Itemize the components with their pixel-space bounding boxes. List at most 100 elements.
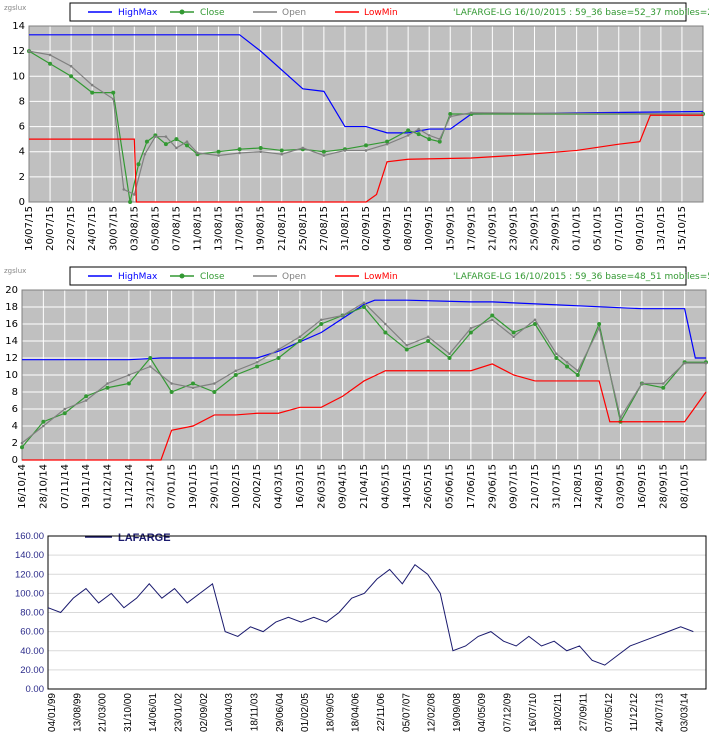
x-tick-label: 17/06/15	[466, 464, 477, 509]
chart-2-legend-box	[69, 266, 687, 286]
close-point	[148, 356, 153, 360]
series-lafarge-line	[47, 563, 694, 666]
y-tick-label: 18	[5, 302, 18, 313]
open-point	[565, 360, 569, 364]
open-point	[683, 361, 686, 365]
chart-1-note: 'LAFARGE-LG 16/10/2015 : 59_36 base=52_3…	[453, 8, 709, 18]
open-point	[533, 318, 537, 322]
y-tick-label: 12	[5, 353, 18, 364]
close-point	[255, 364, 260, 369]
x-tick-label: 25/09/15	[530, 206, 541, 251]
x-tick-label: 24/07/15	[87, 206, 98, 251]
close-point	[468, 330, 473, 335]
legend-2-highmax-label: HighMax	[118, 272, 158, 282]
close-point	[128, 200, 133, 204]
x-tick-label: 31/10/00	[123, 693, 134, 732]
close-point	[661, 385, 666, 390]
open-point	[341, 314, 344, 317]
x-tick-label: 07/10/15	[614, 206, 625, 251]
x-tick-label: 05/06/15	[445, 464, 456, 509]
open-point	[84, 399, 88, 402]
x-tick-label: 28/09/15	[658, 464, 669, 509]
close-point	[319, 322, 324, 326]
x-tick-label: 20/02/15	[252, 464, 263, 509]
x-tick-label: 12/02/08	[427, 693, 438, 732]
x-tick-label: 01/10/15	[572, 206, 583, 251]
open-point	[238, 151, 241, 155]
close-point	[321, 149, 326, 154]
x-tick-label: 09/07/15	[509, 464, 520, 509]
open-point	[217, 154, 220, 157]
x-tick-label: 22/07/15	[66, 206, 77, 251]
open-point	[362, 301, 366, 305]
close-point	[406, 128, 411, 133]
x-tick-label: 19/11/14	[81, 464, 92, 509]
x-tick-label: 13/08/99	[72, 693, 83, 732]
legend-2-close-marker	[179, 273, 185, 279]
x-tick-label: 07/01/15	[167, 464, 178, 509]
open-point	[448, 115, 452, 118]
legend-highmax-label: HighMax	[118, 8, 158, 18]
x-tick-label: 07/05/12	[604, 693, 615, 732]
x-tick-label: 25/08/15	[298, 206, 309, 251]
y-tick-label: 14	[5, 336, 18, 347]
x-tick-label: 08/10/15	[680, 464, 691, 509]
close-point	[437, 139, 442, 144]
y-tick-label: 6	[19, 122, 25, 133]
open-point	[298, 335, 302, 339]
x-tick-label: 05/10/15	[593, 206, 604, 251]
close-point	[169, 390, 174, 394]
x-tick-label: 13/10/15	[656, 206, 667, 251]
open-point	[69, 64, 73, 68]
close-point	[212, 390, 217, 394]
x-tick-label: 11/12/12	[629, 693, 640, 732]
open-point	[704, 361, 708, 365]
open-point	[640, 382, 644, 385]
close-point	[448, 112, 453, 116]
y-tick-label: 14	[12, 21, 25, 32]
close-point	[111, 90, 116, 95]
y-tick-label: 10	[12, 71, 25, 82]
x-tick-label: 16/03/15	[295, 464, 306, 509]
close-point	[385, 139, 390, 144]
x-tick-label: 21/09/15	[487, 206, 498, 251]
legend-2-lowmin-label: LowMin	[364, 272, 398, 282]
open-point	[661, 382, 665, 385]
x-tick-label: 15/10/15	[677, 206, 688, 251]
chart-1-legend: HighMax Close Open LowMin 'LAFARGE-LG 16…	[69, 2, 709, 22]
open-point	[111, 97, 115, 101]
open-point	[364, 149, 368, 152]
open-point	[175, 146, 178, 150]
y-tick-label: 20.00	[20, 665, 44, 676]
chart-3-plot: 0.00 20.00 40.00 60.00 80.00 100.00 120.00 140.…	[15, 531, 707, 732]
x-tick-label: 27/08/15	[319, 206, 330, 251]
close-point	[216, 149, 221, 154]
y-tick-label: 100.00	[15, 588, 44, 599]
open-point	[438, 137, 442, 141]
x-tick-label: 28/10/14	[38, 464, 49, 509]
open-point	[90, 83, 94, 87]
x-tick-label: 26/05/15	[423, 464, 434, 509]
x-tick-label: 18/02/11	[553, 693, 564, 732]
open-point	[42, 424, 45, 428]
open-point	[133, 193, 136, 196]
x-tick-label: 20/07/15	[45, 206, 56, 251]
x-tick-label: 29/06/04	[275, 693, 286, 732]
x-tick-label: 16/07/15	[24, 206, 35, 251]
open-point	[426, 335, 430, 339]
open-point	[122, 188, 126, 191]
legend-2-close-label: Close	[200, 272, 225, 282]
close-point	[276, 356, 281, 360]
x-tick-label: 21/07/15	[530, 464, 541, 509]
x-tick-label: 01/12/14	[103, 464, 114, 509]
close-point	[258, 145, 263, 150]
open-point	[48, 53, 52, 57]
close-point	[297, 339, 302, 343]
x-tick-label: 18/09/05	[325, 693, 336, 732]
close-point	[533, 322, 537, 326]
close-point	[41, 419, 46, 424]
open-point	[27, 49, 31, 53]
y-tick-label: 0	[12, 455, 18, 466]
y-tick-label: 120.00	[15, 569, 44, 580]
x-tick-label: 19/08/15	[256, 206, 267, 251]
